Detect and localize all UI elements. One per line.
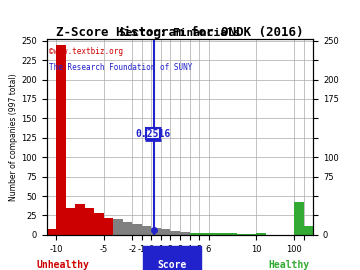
Text: ©www.textbiz.org: ©www.textbiz.org — [49, 47, 123, 56]
Bar — [247, 234, 256, 235]
Bar — [37, 231, 47, 235]
Text: Score: Score — [157, 260, 187, 270]
Bar — [56, 45, 66, 235]
Bar — [104, 218, 113, 235]
Bar — [171, 231, 180, 235]
Bar — [9, 229, 18, 235]
Bar — [218, 233, 228, 235]
Text: 0.2516: 0.2516 — [135, 129, 171, 139]
Bar — [113, 219, 123, 235]
Text: Sector: Financials: Sector: Financials — [119, 28, 241, 38]
Y-axis label: Number of companies (997 total): Number of companies (997 total) — [9, 73, 18, 201]
Bar — [47, 230, 56, 235]
Bar — [189, 232, 199, 235]
Bar — [123, 222, 132, 235]
Bar — [152, 228, 161, 235]
Text: Healthy: Healthy — [269, 260, 310, 270]
Bar — [66, 208, 75, 235]
Bar — [294, 202, 304, 235]
Bar — [18, 232, 28, 235]
Bar — [199, 232, 208, 235]
Bar — [28, 232, 37, 235]
Bar — [180, 232, 189, 235]
Title: Z-Score Histogram for ONDK (2016): Z-Score Histogram for ONDK (2016) — [56, 26, 304, 39]
Bar — [237, 234, 247, 235]
Bar — [228, 233, 237, 235]
Bar — [85, 208, 94, 235]
Bar — [208, 233, 218, 235]
Bar — [142, 226, 152, 235]
Bar — [161, 230, 171, 235]
Text: The Research Foundation of SUNY: The Research Foundation of SUNY — [49, 63, 193, 72]
FancyBboxPatch shape — [146, 129, 160, 139]
Text: Unhealthy: Unhealthy — [36, 260, 89, 270]
Bar — [256, 233, 266, 235]
Bar — [94, 213, 104, 235]
Bar — [75, 204, 85, 235]
Bar — [0, 233, 9, 235]
Bar — [304, 225, 313, 235]
Bar — [132, 224, 142, 235]
